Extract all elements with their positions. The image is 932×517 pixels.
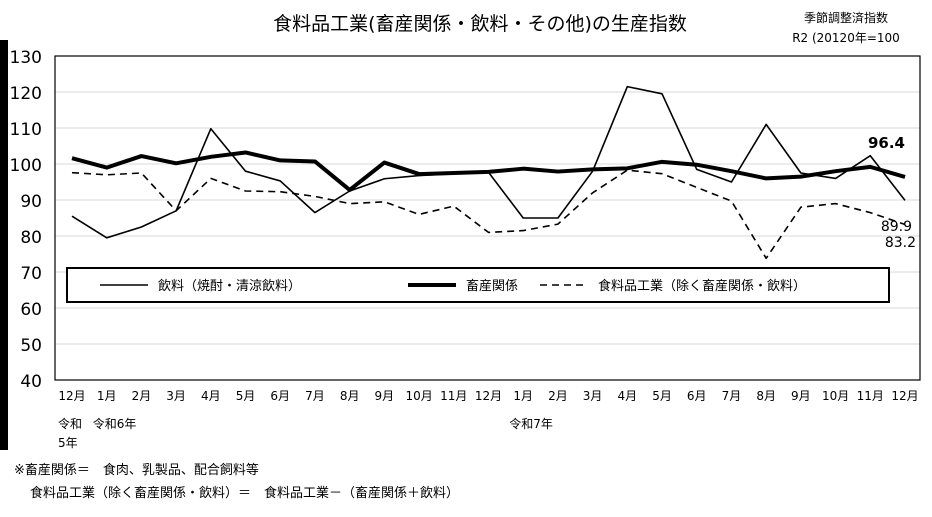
x-tick-label: 1月 [513,389,533,403]
x-tick-label: 9月 [375,389,395,403]
year-label: 令和6年 [93,416,137,431]
x-tick-label: 10月 [822,389,849,403]
x-tick-label: 11月 [440,389,467,403]
y-tick-label: 70 [20,264,42,284]
note-line-1: 季節調整済指数 [804,10,888,25]
y-tick-label: 120 [10,84,42,104]
x-tick-label: 5月 [652,389,672,403]
y-tick-label: 50 [20,336,42,356]
y-tick-label: 60 [20,300,42,320]
y-tick-label: 40 [20,372,42,392]
x-tick-label: 3月 [166,389,186,403]
note-line-2: R2 (20120年=100 [792,31,900,45]
legend-label: 畜産関係 [466,278,518,294]
x-tick-label: 12月 [58,389,85,403]
series-line [71,150,906,192]
chart-title: 食料品工業(畜産関係・飲料・その他)の生産指数 [273,13,687,35]
year-label: 令和7年 [509,416,553,431]
legend-label: 飲料（焼酎・清涼飲料） [158,278,301,294]
legend-label: 食料品工業（除く畜産関係・飲料） [598,278,806,294]
end-label-livestock: 96.4 [868,134,905,152]
footnote-2: 食料品工業（除く畜産関係・飲料）＝ 食料品工業－（畜産関係＋飲料） [30,485,459,501]
y-tick-label: 100 [10,156,42,176]
series-line [71,169,906,260]
x-tick-label: 12月 [475,389,502,403]
x-tick-label: 4月 [618,389,638,403]
x-tick-label: 5月 [236,389,256,403]
x-tick-label: 1月 [97,389,117,403]
x-tick-label: 9月 [791,389,811,403]
x-tick-label: 6月 [687,389,707,403]
end-label-beverage: 89.9 [881,219,912,235]
plot-border [54,55,921,381]
series-line [71,85,906,239]
x-tick-label: 3月 [583,389,603,403]
y-tick-label: 130 [10,48,42,68]
x-tick-label: 12月 [891,389,918,403]
x-tick-label: 8月 [756,389,776,403]
x-tick-label: 2月 [548,389,568,403]
x-tick-label: 4月 [201,389,221,403]
legend-box [66,267,890,303]
x-tick-label: 10月 [405,389,432,403]
end-label-other: 83.2 [885,235,916,251]
x-tick-label: 6月 [270,389,290,403]
x-tick-label: 7月 [722,389,742,403]
x-tick-label: 8月 [340,389,360,403]
x-tick-label: 2月 [132,389,152,403]
year-label: 令和 [58,416,82,431]
x-tick-label: 11月 [857,389,884,403]
footnote-1: ※畜産関係＝ 食肉、乳製品、配合飼料等 [14,462,259,478]
x-tick-label: 7月 [305,389,325,403]
y-tick-label: 90 [20,192,42,212]
left-edge-bar [0,40,8,450]
year-label: 5年 [58,436,78,450]
y-tick-label: 80 [20,228,42,248]
y-tick-label: 110 [10,120,42,140]
